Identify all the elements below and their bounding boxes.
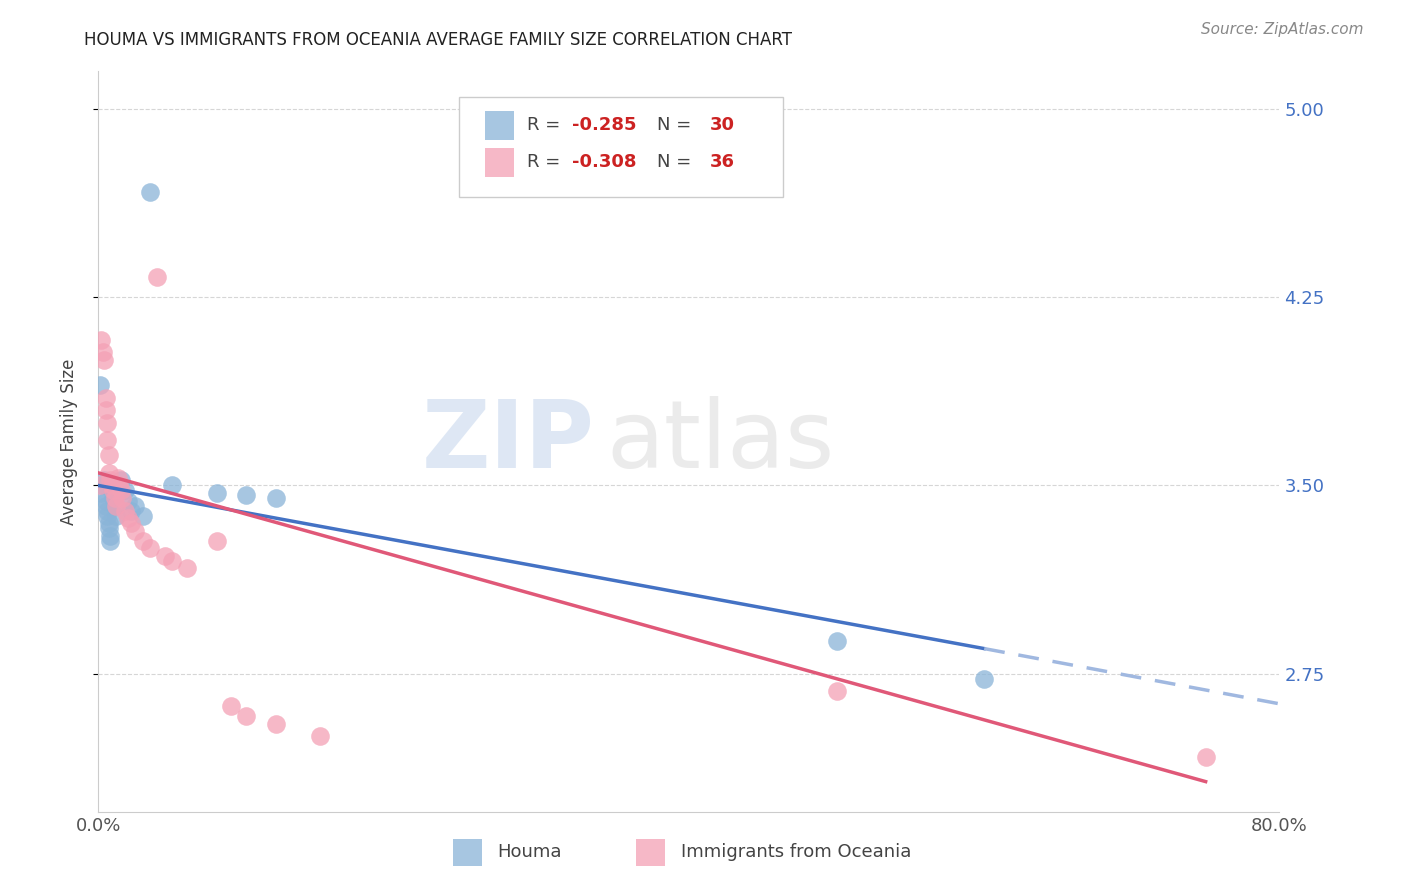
Point <box>103 483 125 498</box>
Point <box>132 508 155 523</box>
Point <box>139 185 162 199</box>
FancyBboxPatch shape <box>485 147 515 178</box>
Point <box>111 491 134 505</box>
Point <box>97 466 120 480</box>
Point <box>107 483 129 498</box>
FancyBboxPatch shape <box>453 839 482 866</box>
Point <box>89 378 111 392</box>
FancyBboxPatch shape <box>458 97 783 197</box>
Point <box>97 516 120 530</box>
Point <box>120 516 142 530</box>
Point <box>98 474 121 488</box>
Text: -0.285: -0.285 <box>572 117 637 135</box>
Point <box>146 270 169 285</box>
Text: HOUMA VS IMMIGRANTS FROM OCEANIA AVERAGE FAMILY SIZE CORRELATION CHART: HOUMA VS IMMIGRANTS FROM OCEANIA AVERAGE… <box>84 31 793 49</box>
Point <box>91 345 114 359</box>
Point <box>96 434 118 448</box>
Point <box>124 524 146 538</box>
Point <box>132 533 155 548</box>
Text: N =: N = <box>657 117 697 135</box>
Point <box>117 493 139 508</box>
Point <box>100 478 122 492</box>
Point <box>162 478 183 492</box>
Text: R =: R = <box>527 117 567 135</box>
Point <box>1195 749 1218 764</box>
Text: Immigrants from Oceania: Immigrants from Oceania <box>681 844 911 862</box>
FancyBboxPatch shape <box>636 839 665 866</box>
Point <box>104 499 127 513</box>
Point <box>825 684 848 698</box>
Text: 30: 30 <box>710 117 735 135</box>
Point <box>120 503 142 517</box>
Point <box>100 478 122 492</box>
Point <box>162 554 183 568</box>
Point <box>973 672 995 686</box>
Point <box>90 333 112 347</box>
Text: N =: N = <box>657 153 697 171</box>
Point <box>94 391 117 405</box>
Point <box>89 478 111 492</box>
Point <box>221 699 243 714</box>
Point <box>97 448 120 462</box>
Text: Houma: Houma <box>498 844 562 862</box>
Point <box>205 533 228 548</box>
Text: R =: R = <box>527 153 567 171</box>
Point <box>108 478 131 492</box>
Point <box>114 503 136 517</box>
Point <box>90 486 112 500</box>
Point <box>110 474 132 488</box>
Point <box>235 488 257 502</box>
Point <box>105 499 128 513</box>
Point <box>264 491 287 505</box>
Text: Source: ZipAtlas.com: Source: ZipAtlas.com <box>1201 22 1364 37</box>
Text: ZIP: ZIP <box>422 395 595 488</box>
Point <box>153 549 176 563</box>
Point <box>309 730 332 744</box>
Point <box>110 483 132 498</box>
Point <box>114 483 136 498</box>
Point <box>105 508 128 523</box>
Point <box>96 508 118 523</box>
Point <box>96 416 118 430</box>
Point <box>205 486 228 500</box>
Point <box>107 471 129 485</box>
Point <box>264 717 287 731</box>
Text: 36: 36 <box>710 153 735 171</box>
Point <box>94 493 117 508</box>
FancyBboxPatch shape <box>485 111 515 140</box>
Point <box>139 541 162 556</box>
Text: atlas: atlas <box>606 395 835 488</box>
Point <box>97 521 120 535</box>
Point <box>94 499 117 513</box>
Point <box>93 353 115 368</box>
Point <box>96 503 118 517</box>
Point <box>93 474 115 488</box>
Point <box>176 561 198 575</box>
Point <box>91 478 114 492</box>
Point <box>124 499 146 513</box>
Point <box>104 491 127 505</box>
Point <box>235 709 257 723</box>
Point <box>98 529 121 543</box>
Point <box>103 491 125 505</box>
Point <box>117 511 139 525</box>
Y-axis label: Average Family Size: Average Family Size <box>59 359 77 524</box>
Point <box>825 634 848 648</box>
Point <box>94 403 117 417</box>
Point <box>98 533 121 548</box>
Text: -0.308: -0.308 <box>572 153 637 171</box>
